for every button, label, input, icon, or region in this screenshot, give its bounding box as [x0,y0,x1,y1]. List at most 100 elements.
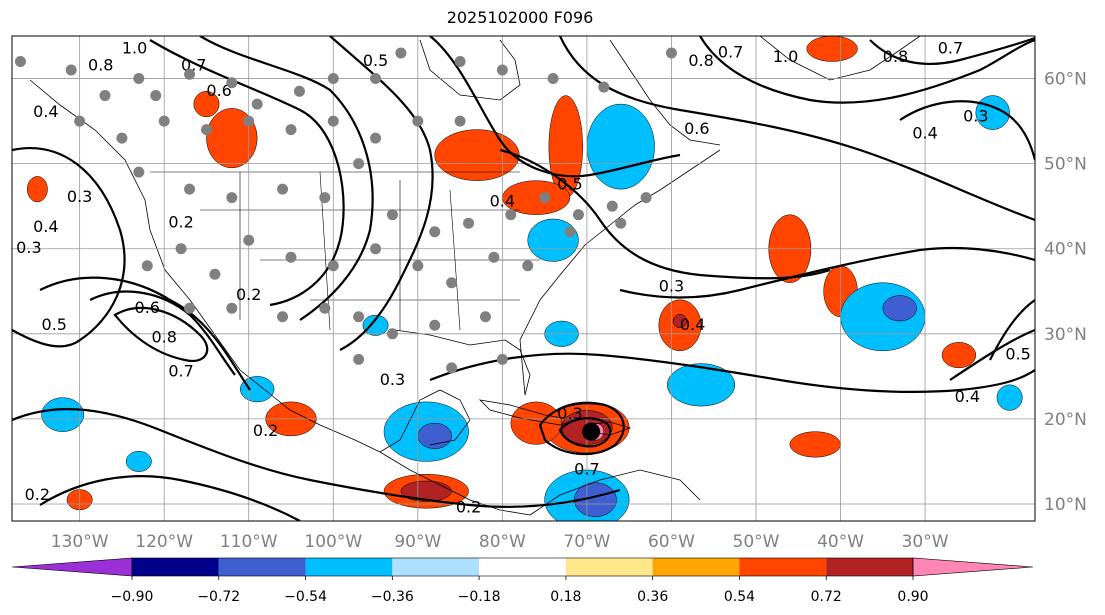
coastline-gulf-north [394,329,531,396]
station-marker [285,124,297,136]
station-marker [598,81,610,93]
contour-line [538,402,625,456]
contour-line [329,36,434,351]
shaded-region [882,295,917,322]
lat-tick-label: 40°N [1044,240,1087,260]
colorbar-segment [305,558,393,576]
contour-label: 0.2 [25,485,50,504]
station-marker [412,115,424,127]
station-marker [640,192,652,204]
station-marker [370,73,382,85]
contour-label: 0.8 [88,55,113,74]
contour-line [699,36,1035,104]
station-marker [158,115,170,127]
lon-tick-label: 100°W [304,532,362,552]
colorbar-tick-label: 0.54 [724,589,755,605]
shaded-region [417,422,452,449]
contour-line [12,147,126,348]
contour-line [619,246,1035,299]
colorbar-segment [132,558,219,576]
contour-line [989,299,1035,361]
contour-label: 0.3 [67,187,92,206]
station-marker [539,192,551,204]
station-marker [226,302,238,314]
shaded-region [240,376,275,403]
contour-label: 0.4 [680,315,705,334]
colorbar: −0.90 −0.72 −0.54 −0.36 −0.18 0.18 0.36 0.54 0.7… [11,557,1034,605]
station-marker [99,90,111,102]
shaded-region [666,363,736,407]
station-marker [243,115,255,127]
lat-tick-label: 50°N [1044,155,1087,175]
contour-label: 0.3 [963,106,988,125]
map-background [12,36,1035,521]
lon-tick-label: 40°W [817,532,864,552]
us-borders [150,171,540,331]
station-marker [209,268,221,280]
station-marker [184,68,196,80]
shaded-region [672,313,687,329]
colorbar-tick-label: −0.72 [197,589,240,605]
station-marker [665,47,677,59]
lon-tick-label: 90°W [394,532,441,552]
contour-label: 1.0 [122,38,147,57]
station-marker [74,115,86,127]
contour-line [113,306,209,363]
station-marker [141,260,153,272]
station-marker [370,132,382,144]
station-marker [429,226,441,238]
station-marker [226,77,238,89]
lon-tick-label: 120°W [135,532,193,552]
station-marker [496,64,508,76]
contour-label: 0.7 [718,43,743,62]
coastline-north-america-west [29,79,381,453]
colorbar-segment [479,558,566,576]
lon-tick-label: 130°W [51,532,109,552]
lon-tick-label: 50°W [733,532,780,552]
contour-label: 0.4 [912,123,937,142]
station-marker [327,260,339,272]
shaded-region [125,450,152,472]
station-marker [243,234,255,246]
shaded-region [193,91,220,118]
station-marker [133,73,145,85]
station-marker [429,319,441,331]
station-markers [14,47,677,374]
station-marker [353,158,365,170]
contour-line [869,36,1035,66]
colorbar-tick-label: 0.18 [550,589,581,605]
contour-line [429,36,681,178]
station-marker [293,85,305,97]
coastline-greenland [759,36,921,81]
contour-label: 0.3 [16,238,41,257]
colorbar-tick-label: −0.18 [458,589,501,605]
station-marker [505,209,517,221]
shaded-region [41,397,85,432]
shaded-region [941,342,977,369]
chart-title: 2025102000 F096 [446,8,594,27]
contour-labels: 1.0 0.8 0.7 0.6 0.5 0.4 0.3 0.4 0.3 0.2 0.5 0.6 0.8 0… [16,38,1031,516]
station-marker [454,115,466,127]
contour-label: 0.7 [938,38,963,57]
contour-label: 0.5 [1005,345,1030,364]
shaded-region [586,103,655,190]
contour-label: 0.5 [557,174,582,193]
contour-label: 0.7 [574,459,599,478]
contour-label: 0.2 [456,498,481,517]
lon-tick-label: 60°W [648,532,695,552]
colorbar-extend-min [11,557,133,577]
contour-label: 1.0 [773,47,798,66]
station-marker [277,311,289,323]
contour-label: 0.2 [168,213,193,232]
contour-label: 0.5 [363,51,388,70]
station-marker [522,260,534,272]
station-marker [200,124,212,136]
station-marker [488,251,500,263]
contour-label: 0.6 [206,81,231,100]
contour-label: 0.4 [33,217,58,236]
station-marker [319,302,331,314]
shaded-region [26,176,48,203]
station-marker [454,56,466,68]
lon-tick-label: 70°W [563,532,610,552]
